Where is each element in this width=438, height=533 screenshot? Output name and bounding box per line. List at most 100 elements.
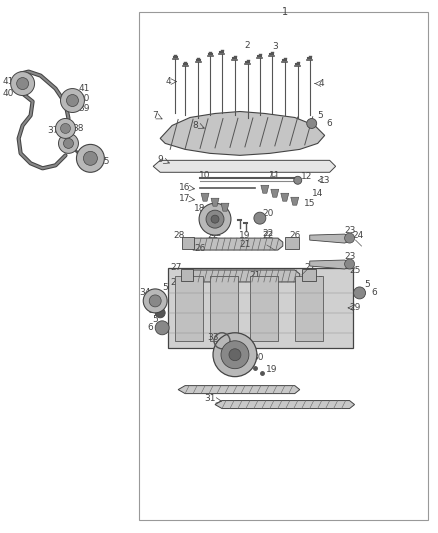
Circle shape [59,133,78,154]
Circle shape [294,176,302,184]
Text: 5: 5 [317,111,322,120]
Text: 22: 22 [210,229,222,238]
Circle shape [229,349,241,361]
Text: 31: 31 [204,394,216,403]
Text: 6: 6 [147,324,153,332]
Circle shape [17,78,28,90]
Text: 5: 5 [152,316,158,324]
Text: 16: 16 [179,183,191,192]
Polygon shape [310,234,350,243]
Text: 15: 15 [304,199,315,208]
Text: 24: 24 [352,231,363,240]
Circle shape [221,341,249,369]
Text: 8: 8 [192,121,198,130]
Text: 19: 19 [266,365,278,374]
Text: 36: 36 [85,165,96,174]
Bar [168,268,353,348]
Text: 5: 5 [365,280,371,289]
Text: 32: 32 [216,353,228,362]
Polygon shape [221,203,229,211]
Polygon shape [271,189,279,197]
Bar [181,269,193,281]
Circle shape [199,203,231,235]
Text: 22: 22 [262,231,273,240]
Text: 23: 23 [344,225,355,235]
Text: 26: 26 [194,244,206,253]
Polygon shape [281,193,289,201]
Text: 38: 38 [73,124,84,133]
Circle shape [213,333,257,377]
Polygon shape [310,260,350,269]
Bar [295,276,323,341]
Text: 28: 28 [170,278,182,287]
Circle shape [345,233,355,243]
Text: 18: 18 [194,204,206,213]
Text: 41: 41 [3,77,14,86]
Circle shape [254,212,266,224]
Text: 35: 35 [99,157,110,166]
Circle shape [206,210,224,228]
Text: 6: 6 [327,119,332,128]
Text: 10: 10 [199,171,211,180]
Polygon shape [188,238,283,250]
Polygon shape [201,193,209,201]
Text: 22: 22 [208,231,219,240]
Text: 1: 1 [282,7,288,17]
Polygon shape [211,198,219,206]
Text: 27: 27 [170,263,182,272]
Circle shape [353,287,366,299]
Bar [139,12,428,520]
Circle shape [60,88,85,112]
Text: 4: 4 [166,77,171,86]
Text: 6: 6 [147,306,153,316]
Text: 29: 29 [349,303,360,312]
Bar [285,237,299,249]
Text: 12: 12 [301,172,312,181]
Circle shape [155,321,169,335]
Text: 40: 40 [3,89,14,98]
Polygon shape [188,270,300,282]
Circle shape [155,308,165,318]
Text: 26: 26 [289,231,300,240]
Text: 3: 3 [272,42,278,51]
Text: 39: 39 [79,104,90,113]
Text: 9: 9 [157,155,163,164]
Text: 21: 21 [239,239,251,248]
Text: 2: 2 [244,41,250,50]
Bar [250,276,278,341]
Circle shape [11,71,35,95]
Polygon shape [178,385,300,393]
Polygon shape [291,197,299,205]
Circle shape [56,118,75,139]
Text: 4: 4 [319,79,325,88]
Text: 19: 19 [239,231,251,240]
Circle shape [345,259,355,269]
Text: 34: 34 [140,288,151,297]
Text: 23: 23 [344,252,355,261]
Circle shape [67,94,78,107]
Circle shape [60,124,71,133]
Text: 41: 41 [79,84,90,93]
Text: 11: 11 [269,171,281,180]
Text: 28: 28 [312,277,323,286]
Text: 5: 5 [162,284,168,293]
Polygon shape [215,401,355,409]
Text: 28: 28 [173,231,185,240]
Circle shape [143,289,167,313]
Text: 6: 6 [371,288,378,297]
Bar [302,269,316,281]
Bar [210,276,238,341]
Polygon shape [153,160,336,172]
Circle shape [77,144,104,172]
Circle shape [64,139,74,148]
Text: 25: 25 [349,266,360,276]
Text: 37: 37 [48,126,59,135]
Polygon shape [261,185,269,193]
Text: 13: 13 [319,176,330,185]
Text: 7: 7 [152,111,158,120]
Text: 14: 14 [312,189,323,198]
Text: 22: 22 [262,229,273,238]
Text: 21: 21 [249,271,261,280]
Circle shape [149,295,161,307]
Circle shape [307,118,317,128]
